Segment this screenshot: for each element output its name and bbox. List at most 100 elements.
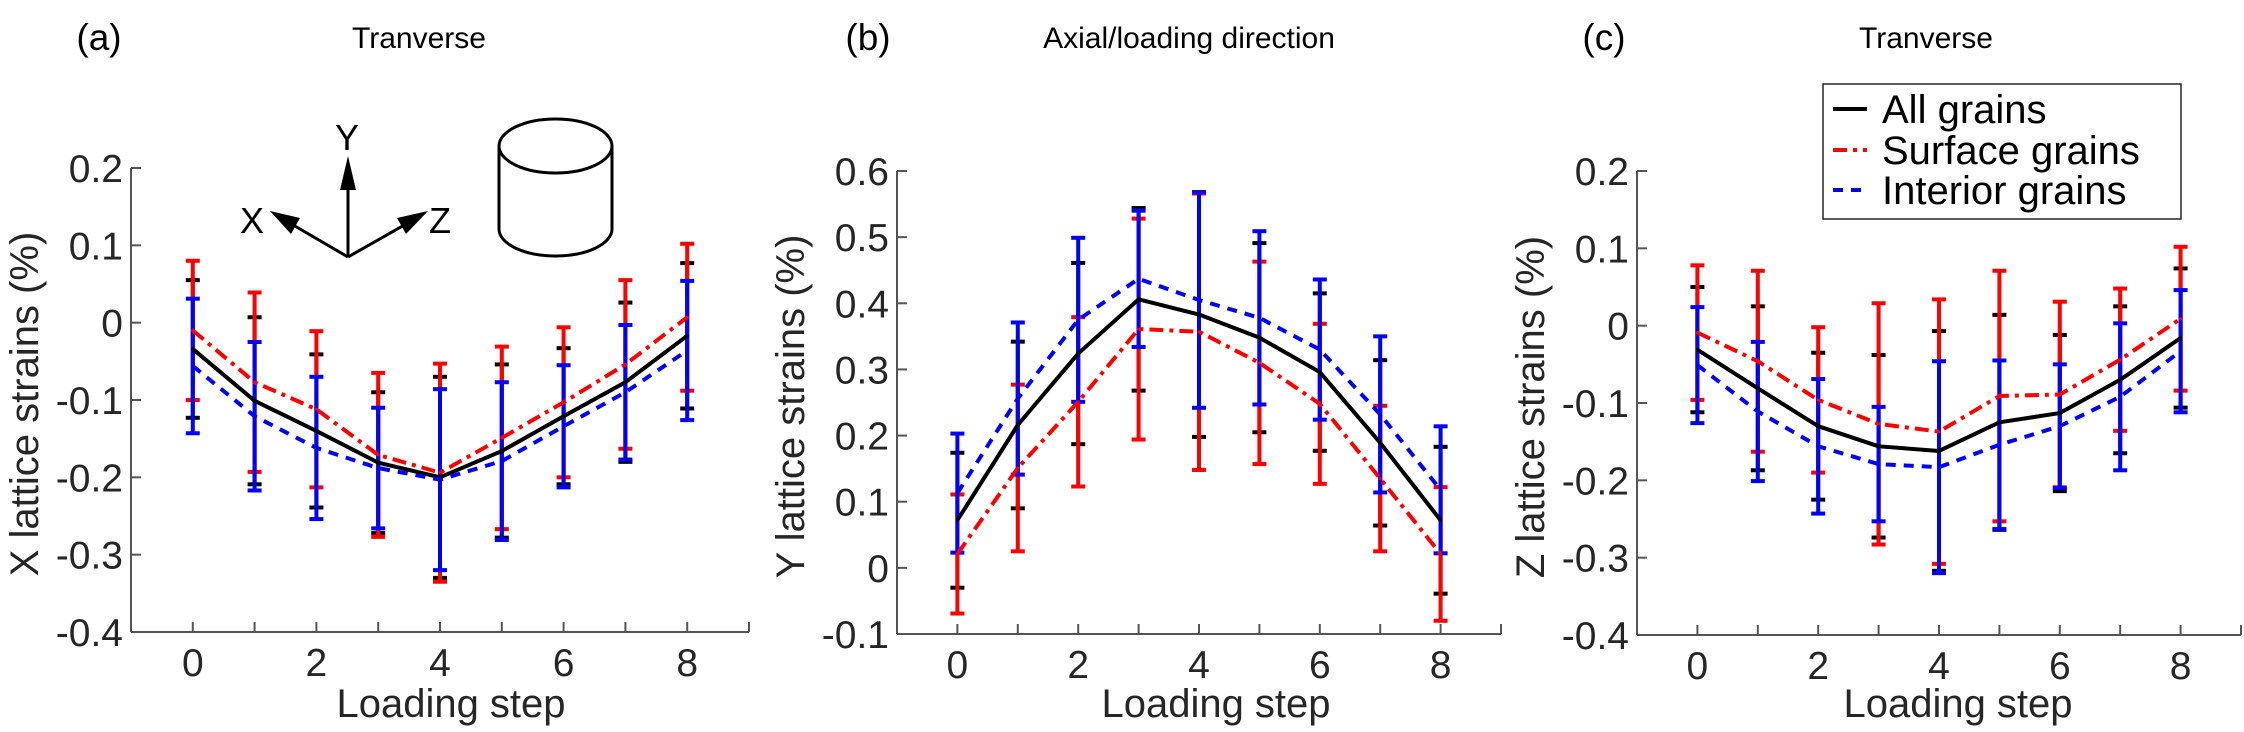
- y-tick-label: 0.4: [835, 283, 889, 326]
- data-point-all: [1378, 441, 1382, 445]
- data-point-all: [562, 414, 566, 418]
- x-tick-label: 4: [429, 642, 451, 685]
- data-point-interior: [1318, 348, 1322, 352]
- data-point-surface: [623, 362, 627, 366]
- data-point-interior: [1877, 462, 1881, 466]
- data-point-interior: [2179, 349, 2183, 353]
- y-tick-label: 0.2: [69, 148, 123, 191]
- axis-label-x: X: [240, 200, 264, 241]
- x-tick-label: 2: [306, 642, 328, 685]
- axis-label-z: Z: [429, 200, 451, 241]
- data-point-surface: [685, 315, 689, 319]
- x-tick-label: 8: [676, 642, 698, 685]
- data-point-all: [1076, 352, 1080, 356]
- y-tick-label: -0.3: [1562, 538, 1629, 581]
- x-axis-label: Loading step: [1101, 682, 1330, 726]
- data-point-surface: [438, 471, 442, 475]
- data-point-all: [1877, 444, 1881, 448]
- x-tick-label: 2: [1067, 644, 1089, 687]
- data-point-all: [1318, 370, 1322, 374]
- data-point-interior: [2118, 395, 2122, 399]
- data-point-surface: [1997, 394, 2001, 398]
- data-point-interior: [955, 491, 959, 495]
- data-point-all: [955, 518, 959, 522]
- chart-panel-a: 0 2 4 6 8 -0.4 -0.3 -0.2 -0.1 0 0.1 0.2 (a) Tranverse…: [3, 17, 750, 726]
- data-point-all: [500, 449, 504, 453]
- data-point-surface: [562, 400, 566, 404]
- series-line-interior: [1696, 349, 2182, 470]
- data-point-surface: [1318, 402, 1322, 406]
- x-tick-label: 2: [1807, 645, 1829, 688]
- y-tick-label: 0: [867, 548, 889, 591]
- y-tick-label: -0.4: [1562, 615, 1629, 658]
- data-point-surface: [1439, 552, 1443, 556]
- data-point-interior: [2058, 424, 2062, 428]
- y-tick-label: -0.1: [1562, 383, 1629, 426]
- x-tick-label: 6: [2049, 645, 2071, 688]
- series-line-surface: [191, 315, 689, 475]
- x-tick-label: 6: [553, 642, 575, 685]
- data-point-surface: [1756, 359, 1760, 363]
- data-point-surface: [955, 552, 959, 556]
- y-tick-label: -0.1: [56, 380, 123, 423]
- y-tick-label: 0.5: [835, 217, 889, 260]
- data-point-all: [1997, 420, 2001, 424]
- x-axis-label: Loading step: [336, 682, 565, 726]
- data-point-all: [1257, 336, 1261, 340]
- y-tick-label: 0.1: [835, 482, 889, 525]
- panel-title: Tranverse: [352, 22, 486, 55]
- y-tick-label: 0: [1607, 306, 1629, 349]
- legend-entry-surface: Surface grains: [1882, 129, 2140, 173]
- y-tick-label: 0.3: [835, 349, 889, 392]
- y-tick-label: -0.4: [56, 612, 123, 655]
- data-point-interior: [191, 364, 195, 368]
- y-tick-label: 0.1: [1575, 228, 1629, 271]
- error-bars-interior: [950, 190, 1448, 556]
- data-point-all: [1197, 313, 1201, 317]
- data-point-surface: [1016, 466, 1020, 470]
- panel-label: (b): [845, 17, 890, 58]
- data-point-all: [685, 334, 689, 338]
- data-point-all: [1756, 386, 1760, 390]
- y-tick-label: 0: [101, 303, 123, 346]
- y-tick-label: -0.3: [56, 535, 123, 578]
- data-point-surface: [376, 453, 380, 457]
- data-point-all: [314, 429, 318, 433]
- data-point-interior: [253, 414, 257, 418]
- data-point-interior: [1076, 318, 1080, 322]
- data-point-interior: [1016, 397, 1020, 401]
- data-point-all: [2058, 411, 2062, 415]
- data-point-surface: [1937, 430, 1941, 434]
- data-point-all: [2179, 336, 2183, 340]
- legend: All grains Surface grains Interior grain…: [1822, 83, 2182, 220]
- data-point-all: [623, 380, 627, 384]
- data-point-all: [1816, 424, 1820, 428]
- cylinder-sample-icon: [497, 117, 614, 258]
- coordinate-axes-icon: [270, 156, 428, 259]
- y-axis-label: X lattice strains (%): [3, 232, 47, 577]
- data-point-surface: [2058, 392, 2062, 396]
- y-tick-label: -0.2: [56, 457, 123, 500]
- legend-entry-all: All grains: [1882, 88, 2047, 132]
- y-tick-label: 0.2: [1575, 151, 1629, 194]
- data-point-surface: [500, 436, 504, 440]
- y-tick-label: 0.2: [835, 416, 889, 459]
- panel-label: (c): [1582, 17, 1625, 58]
- x-tick-label: 4: [1188, 644, 1210, 687]
- y-tick-label: -0.2: [1562, 460, 1629, 503]
- data-point-interior: [376, 466, 380, 470]
- data-point-surface: [191, 328, 195, 332]
- error-bars-interior: [185, 278, 695, 573]
- data-point-interior: [1257, 316, 1261, 320]
- data-point-surface: [1378, 477, 1382, 481]
- data-point-all: [376, 461, 380, 465]
- data-point-interior: [1137, 277, 1141, 281]
- data-point-interior: [623, 390, 627, 394]
- data-point-interior: [1695, 363, 1699, 367]
- x-tick-label: 0: [947, 644, 969, 687]
- y-tick-label: 0.1: [69, 225, 123, 268]
- x-axis-label: Loading step: [1843, 682, 2072, 726]
- panel-label: (a): [76, 17, 121, 58]
- panel-title: Axial/loading direction: [1043, 22, 1335, 55]
- x-tick-label: 8: [1430, 644, 1452, 687]
